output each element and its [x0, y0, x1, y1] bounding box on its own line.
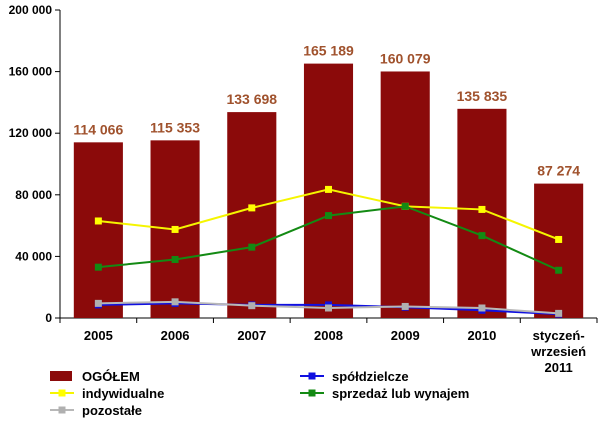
x-category-label: 2009: [391, 328, 420, 343]
bar-data-label: 135 835: [457, 88, 508, 104]
legend-label: OGÓŁEM: [82, 369, 140, 384]
series-point-indywidualne: [325, 185, 332, 193]
series-point-sprzedaż lub wynajem: [478, 232, 486, 240]
x-category-label: styczeń-: [533, 328, 585, 343]
bar-data-label: 165 189: [303, 43, 354, 59]
series-point-pozostałe: [248, 302, 256, 310]
series-point-pozostałe: [171, 298, 179, 306]
bar-2007: [227, 112, 277, 319]
legend-label: pozostałe: [82, 403, 142, 418]
legend-label: sprzedaż lub wynajem: [332, 386, 469, 401]
series-point-indywidualne: [171, 225, 179, 233]
legend-swatch-marker: [308, 389, 316, 397]
bar-data-label: 115 353: [150, 119, 200, 135]
legend-swatch-bar: [50, 371, 72, 381]
x-category-label: 2005: [84, 328, 113, 343]
series-point-sprzedaż lub wynajem: [401, 202, 409, 210]
legend-swatch-marker: [58, 389, 66, 397]
series-point-pozostałe: [94, 299, 102, 307]
bar-2009: [380, 71, 430, 319]
legend-label: indywidualne: [82, 386, 164, 401]
series-point-sprzedaż lub wynajem: [325, 212, 332, 220]
series-point-sprzedaż lub wynajem: [248, 243, 256, 251]
x-category-label: 2011: [545, 360, 573, 375]
y-tick-label: 0: [45, 311, 52, 325]
x-category-label: wrzesień: [530, 344, 586, 359]
legend-label: spółdzielcze: [332, 369, 409, 384]
x-category-label: 2006: [161, 328, 190, 343]
y-tick-label: 120 000: [9, 126, 53, 140]
series-point-pozostałe: [478, 304, 486, 312]
y-tick-label: 80 000: [15, 188, 52, 202]
bar-data-label: 114 066: [73, 121, 123, 137]
series-point-sprzedaż lub wynajem: [555, 266, 563, 274]
y-tick-label: 200 000: [9, 3, 53, 17]
series-point-sprzedaż lub wynajem: [94, 263, 102, 271]
x-category-label: 2007: [237, 328, 266, 343]
series-point-pozostałe: [401, 302, 409, 310]
bar-styczeń-wrzesień2011: [534, 183, 584, 318]
series-point-pozostałe: [325, 304, 332, 312]
x-category-label: 2010: [467, 328, 496, 343]
y-tick-label: 40 000: [15, 249, 52, 263]
legend-swatch-marker: [58, 406, 66, 414]
series-point-indywidualne: [248, 204, 256, 212]
series-point-pozostałe: [555, 309, 563, 317]
bar-data-label: 87 274: [537, 163, 580, 179]
x-category-label: 2008: [314, 328, 343, 343]
series-point-indywidualne: [555, 235, 563, 243]
bar-data-label: 160 079: [380, 50, 431, 66]
series-point-indywidualne: [94, 217, 102, 225]
series-point-sprzedaż lub wynajem: [171, 255, 179, 263]
legend-swatch-marker: [308, 372, 316, 380]
y-tick-label: 160 000: [9, 65, 53, 79]
bar-2010: [457, 108, 507, 318]
bar-data-label: 133 698: [226, 91, 277, 107]
series-point-indywidualne: [478, 205, 486, 213]
bar-2005: [73, 142, 123, 318]
